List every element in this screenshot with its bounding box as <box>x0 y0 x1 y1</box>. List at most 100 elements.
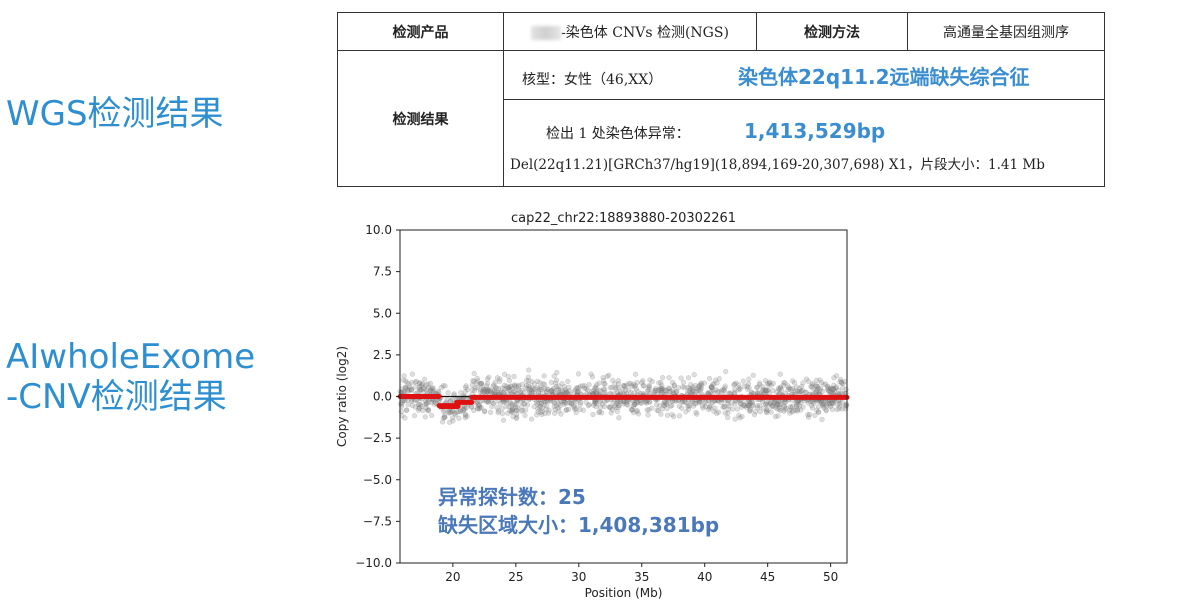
data-point <box>625 402 631 408</box>
data-point <box>812 389 819 396</box>
data-point <box>486 388 493 395</box>
data-point <box>581 385 588 392</box>
data-point <box>475 406 481 412</box>
data-point <box>412 379 418 385</box>
data-point <box>833 384 840 390</box>
data-point <box>634 379 640 386</box>
data-point <box>667 388 673 395</box>
data-point <box>721 403 728 410</box>
data-point <box>838 379 845 385</box>
data-point <box>674 389 680 395</box>
data-point <box>546 407 552 413</box>
data-point <box>483 388 489 394</box>
data-point <box>765 381 772 388</box>
data-point <box>797 388 804 395</box>
data-point <box>768 382 774 388</box>
data-point <box>814 377 820 383</box>
data-point <box>814 383 821 390</box>
y-tick-label: −5.0 <box>363 473 392 487</box>
karyotype-text: 核型：女性（46,XX） <box>522 71 663 88</box>
data-point <box>471 378 477 385</box>
data-point <box>592 384 599 390</box>
data-point <box>749 402 756 408</box>
data-point <box>750 372 756 378</box>
data-point <box>670 389 677 395</box>
data-point <box>754 384 760 391</box>
data-point <box>690 384 696 390</box>
data-point <box>635 411 642 417</box>
data-point <box>513 388 519 394</box>
data-point <box>765 407 771 414</box>
data-point <box>708 389 714 395</box>
data-point <box>656 380 662 386</box>
data-point <box>692 400 698 407</box>
data-point <box>774 400 781 407</box>
data-point <box>552 406 558 413</box>
data-point <box>601 386 607 392</box>
data-point <box>622 383 628 390</box>
data-point <box>448 409 454 415</box>
data-point <box>602 387 608 393</box>
data-point <box>657 403 663 409</box>
data-point <box>403 385 409 391</box>
data-point <box>464 413 470 419</box>
data-point <box>664 412 671 418</box>
data-point <box>416 381 423 387</box>
data-point <box>670 387 676 393</box>
data-point <box>536 386 542 392</box>
data-point <box>517 389 524 395</box>
data-point <box>494 375 501 381</box>
data-point <box>607 404 613 410</box>
data-point <box>456 415 462 421</box>
data-point <box>474 399 481 406</box>
data-point <box>574 385 580 392</box>
data-point <box>544 386 550 392</box>
data-point <box>535 406 541 412</box>
data-point <box>538 400 544 407</box>
data-point <box>829 399 835 406</box>
data-point <box>550 388 557 395</box>
data-point <box>658 386 664 392</box>
data-point <box>734 406 741 412</box>
x-tick-label: 35 <box>634 570 649 584</box>
data-point <box>476 403 482 409</box>
data-point <box>683 409 689 415</box>
data-point <box>497 401 503 407</box>
data-point <box>780 382 787 389</box>
data-point <box>615 384 621 391</box>
data-point <box>843 401 850 407</box>
data-point <box>669 411 675 418</box>
data-point <box>613 386 619 392</box>
data-point <box>744 386 751 392</box>
data-point <box>561 401 567 408</box>
data-point <box>770 388 776 394</box>
data-point <box>722 385 728 391</box>
data-point <box>774 389 780 395</box>
data-point <box>792 388 798 394</box>
data-point <box>661 402 668 409</box>
data-point <box>408 386 415 393</box>
data-point <box>632 401 638 408</box>
data-point <box>802 389 808 395</box>
data-point <box>785 387 791 393</box>
data-point <box>575 371 582 377</box>
data-point <box>641 383 647 389</box>
data-point <box>574 384 580 391</box>
data-point <box>789 409 795 415</box>
data-point <box>795 406 801 413</box>
data-point <box>489 403 495 410</box>
data-point <box>722 383 728 389</box>
data-point <box>760 384 766 390</box>
data-point <box>506 385 512 391</box>
data-point <box>810 380 816 387</box>
data-point <box>526 384 533 390</box>
data-point <box>609 385 615 391</box>
data-point <box>700 405 706 411</box>
data-point <box>419 382 425 388</box>
data-point <box>614 400 620 407</box>
data-point <box>737 415 743 421</box>
data-point <box>685 375 692 381</box>
data-point <box>789 385 796 392</box>
data-point <box>764 387 770 393</box>
data-point <box>782 380 788 386</box>
